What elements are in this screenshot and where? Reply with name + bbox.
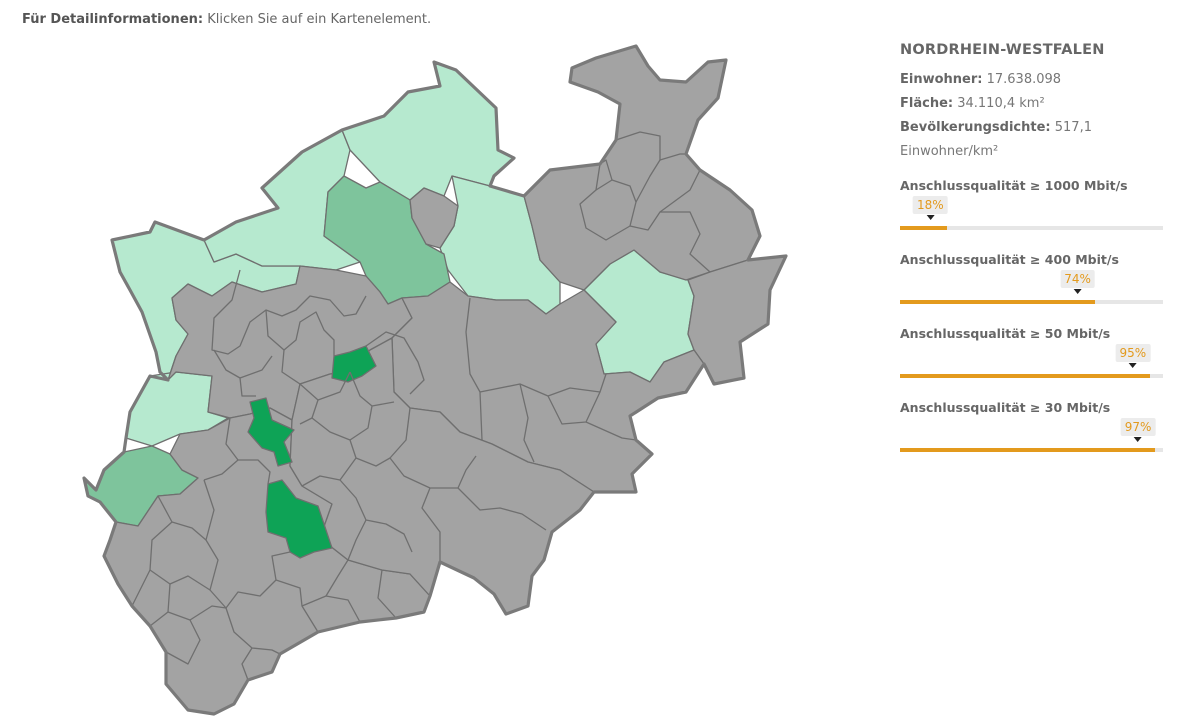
bar-400-value: 74% bbox=[1060, 270, 1095, 294]
state-name: NORDRHEIN-WESTFALEN bbox=[900, 42, 1105, 58]
detail-hint-label: Für Detailinformationen: bbox=[22, 12, 204, 27]
bar-50-value: 95% bbox=[1115, 344, 1151, 368]
population-value: 17.638.098 bbox=[986, 72, 1062, 87]
district-borders bbox=[131, 131, 711, 681]
bar-400: Anschlussqualität ≥ 400 Mbit/s 74% bbox=[900, 246, 1165, 320]
bar-50-title: Anschlussqualität ≥ 50 Mbit/s bbox=[900, 326, 1111, 341]
bar-30: Anschlussqualität ≥ 30 Mbit/s 97% bbox=[900, 394, 1165, 468]
bar-50: Anschlussqualität ≥ 50 Mbit/s 95% bbox=[900, 320, 1165, 394]
bar-50-fill bbox=[900, 374, 1150, 378]
info-panel: NORDRHEIN-WESTFALEN Einwohner: 17.638.09… bbox=[900, 42, 1165, 468]
density-label: Bevölkerungsdichte: bbox=[900, 120, 1051, 135]
bar-1000-fill bbox=[900, 226, 948, 230]
bar-30-track bbox=[900, 448, 1163, 452]
region-duesseldorf[interactable] bbox=[247, 397, 295, 467]
bar-30-title: Anschlussqualität ≥ 30 Mbit/s bbox=[900, 400, 1111, 415]
region-bottrop[interactable] bbox=[331, 345, 377, 383]
nrw-district-map[interactable] bbox=[0, 0, 900, 725]
region-bonn[interactable] bbox=[265, 479, 333, 559]
density-stat: Bevölkerungsdichte: 517,1 Einwohner/km² bbox=[900, 116, 1165, 164]
population-stat: Einwohner: 17.638.098 bbox=[900, 68, 1165, 92]
bar-30-value: 97% bbox=[1120, 418, 1156, 442]
area-label: Fläche: bbox=[900, 96, 954, 111]
bar-1000-title: Anschlussqualität ≥ 1000 Mbit/s bbox=[900, 178, 1128, 193]
detail-hint: Für Detailinformationen: Klicken Sie auf… bbox=[22, 12, 431, 27]
area-stat: Fläche: 34.110,4 km² bbox=[900, 92, 1165, 116]
population-label: Einwohner: bbox=[900, 72, 983, 87]
density-value: 517,1 Einwohner/km² bbox=[900, 120, 1092, 159]
detail-hint-text: Klicken Sie auf ein Kartenelement. bbox=[207, 12, 432, 27]
bar-400-fill bbox=[900, 300, 1095, 304]
region-osnabrueck-border[interactable] bbox=[409, 187, 459, 249]
bar-1000: Anschlussqualität ≥ 1000 Mbit/s 18% bbox=[900, 172, 1165, 246]
bar-1000-track bbox=[900, 226, 1163, 230]
bar-400-title: Anschlussqualität ≥ 400 Mbit/s bbox=[900, 252, 1119, 267]
bar-30-fill bbox=[900, 448, 1156, 452]
bar-50-track bbox=[900, 374, 1163, 378]
area-value: 34.110,4 km² bbox=[957, 96, 1045, 111]
state-outline bbox=[82, 44, 788, 716]
region-north-border[interactable] bbox=[341, 61, 515, 201]
bar-400-track bbox=[900, 300, 1163, 304]
bar-1000-value: 18% bbox=[912, 196, 948, 220]
